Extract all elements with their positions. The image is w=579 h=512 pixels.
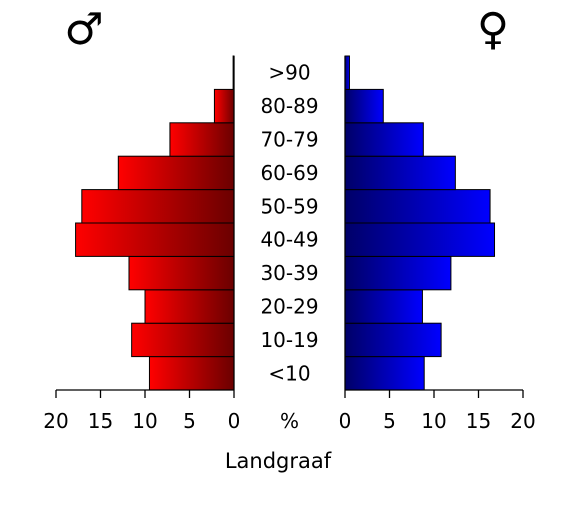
percent-unit-label: % [280,409,299,433]
female-tick-label: 0 [339,409,352,433]
male-tick-label: 15 [88,409,113,433]
male-tick-label: 5 [183,409,196,433]
male-tick-label: 10 [132,409,157,433]
female-tick-label: 10 [421,409,446,433]
age-group-label: 80-89 [260,94,318,118]
age-group-label: 50-59 [260,194,318,218]
female-bar [344,155,456,191]
age-group-label: 70-79 [260,128,318,152]
female-x-axis: 0 5 10 15 20 [339,389,536,433]
female-bar [344,255,452,291]
male-bar [128,255,235,291]
female-bar [344,55,350,90]
male-tick-label: 20 [43,409,68,433]
female-bar [344,88,384,124]
male-series-label: ♂ [64,4,103,55]
female-bar [344,122,424,157]
male-bar [169,122,235,157]
male-bars [75,55,235,391]
female-bar [344,222,496,257]
male-x-axis: 20 15 10 5 0 [43,389,241,433]
male-tick-label: 0 [228,409,241,433]
male-bar [213,88,235,124]
female-bar [344,189,491,224]
age-group-label: 30-39 [260,261,318,285]
female-tick-label: 15 [466,409,491,433]
male-bar [75,222,235,257]
female-tick-label: 5 [383,409,396,433]
age-group-label: <10 [268,361,310,385]
male-bar [117,155,235,191]
female-bar [344,322,442,358]
male-bar [144,289,235,324]
female-tick-label: 20 [510,409,535,433]
female-bar [344,356,425,391]
female-bars [344,55,496,391]
male-bar [81,189,235,224]
female-series-label: ♀ [477,4,509,55]
male-bar [131,322,235,358]
age-group-label: 10-19 [260,328,318,352]
age-group-labels: <10 10-19 20-29 30-39 40-49 50-59 60-69 70-79 80… [260,61,318,386]
male-bar [148,356,235,391]
age-group-label: 40-49 [260,228,318,252]
age-group-label: 20-29 [260,295,318,319]
x-axis-label: Landgraaf [225,449,332,473]
female-bar [344,289,423,324]
age-group-label: 60-69 [260,161,318,185]
age-group-label: >90 [268,61,310,85]
